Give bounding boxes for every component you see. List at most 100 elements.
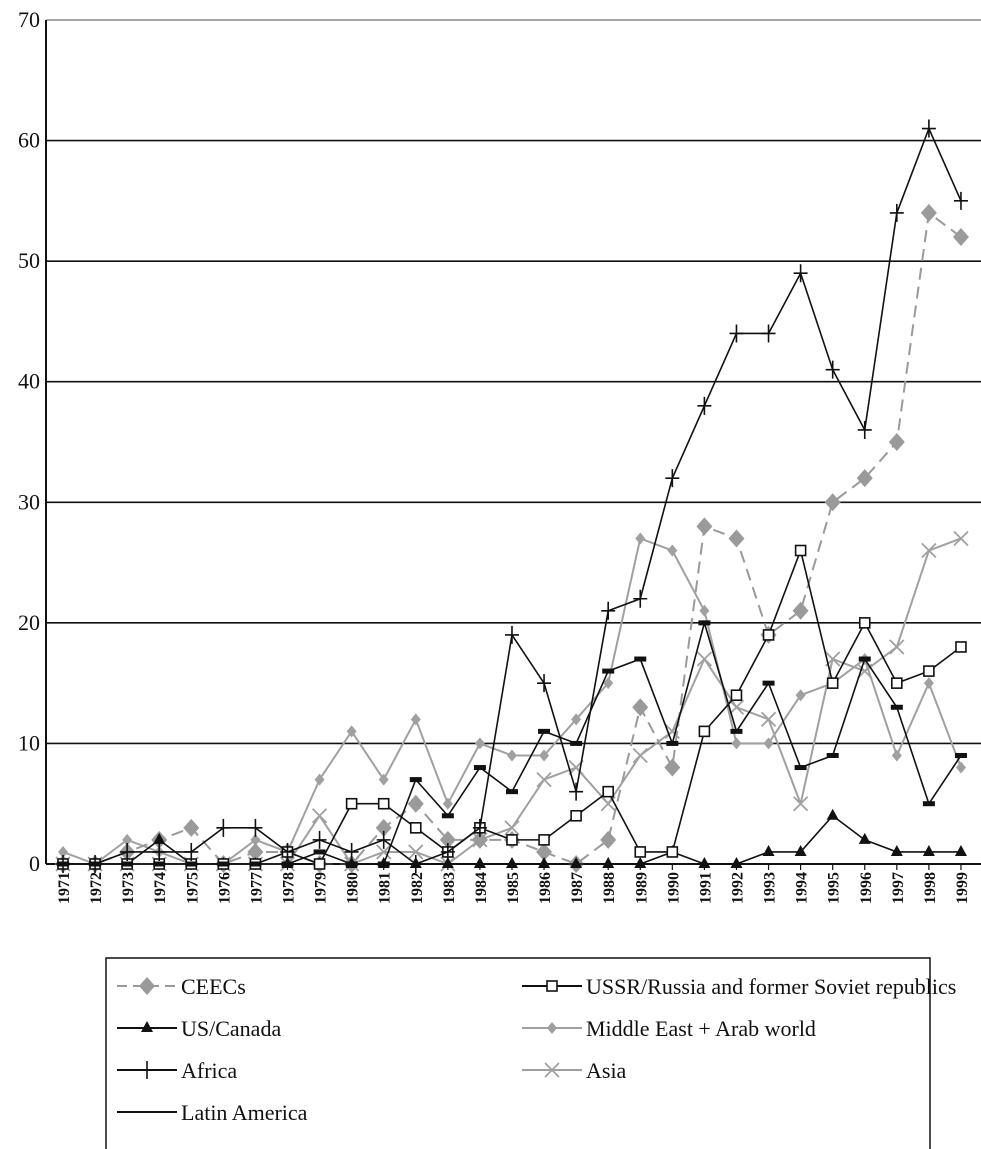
data-point — [762, 680, 775, 686]
data-point — [760, 711, 777, 727]
data-point — [153, 832, 166, 844]
x-tick-label: 1976 — [216, 872, 233, 904]
data-point — [247, 842, 264, 861]
data-point — [698, 725, 711, 738]
y-tick-label: 50 — [18, 248, 40, 273]
data-point — [763, 737, 774, 750]
legend-label: US/Canada — [181, 1016, 281, 1041]
data-point — [377, 861, 390, 867]
data-point — [699, 604, 710, 617]
data-point — [954, 752, 967, 758]
series-4 — [56, 119, 968, 873]
x-tick-label: 1999 — [954, 872, 971, 904]
data-point — [471, 830, 488, 849]
data-point — [216, 818, 231, 837]
series-line — [63, 211, 962, 865]
data-point — [955, 761, 966, 774]
y-tick-label: 10 — [18, 730, 40, 755]
data-point — [632, 747, 648, 764]
series-6 — [57, 620, 967, 867]
data-point — [441, 857, 454, 868]
data-point — [729, 324, 744, 343]
data-point — [409, 777, 422, 783]
data-point — [280, 842, 295, 861]
data-point — [536, 771, 552, 788]
data-point — [345, 861, 358, 867]
data-point — [602, 785, 614, 798]
data-point — [139, 977, 155, 995]
data-point — [666, 740, 679, 746]
data-point — [440, 842, 455, 861]
legend-box — [105, 957, 931, 1149]
data-point — [825, 360, 840, 379]
data-point — [409, 822, 422, 834]
data-point — [955, 641, 967, 653]
x-tick-label: 1998 — [922, 872, 939, 904]
data-point — [408, 855, 423, 873]
y-tick-label: 0 — [29, 851, 40, 876]
legend: CEECs USSR/Russia and former Soviet repub… — [105, 957, 956, 1149]
x-tick-labels: 1971 1972 1973 1974 1975 1976 1977 1978 1979 1980… — [56, 864, 971, 904]
series-0 — [55, 203, 969, 873]
data-point — [217, 861, 230, 867]
legend-item: Latin America — [117, 1100, 308, 1125]
data-point — [664, 758, 681, 777]
data-point — [536, 842, 553, 861]
data-point — [857, 420, 872, 439]
data-point — [152, 842, 167, 861]
data-point — [472, 818, 487, 837]
data-point — [378, 773, 389, 786]
x-tick-label: 1972 — [88, 872, 105, 904]
series-1 — [57, 544, 967, 870]
data-point — [120, 842, 135, 861]
data-point — [826, 808, 839, 820]
data-point — [634, 857, 647, 868]
data-point — [183, 818, 200, 837]
data-point — [311, 808, 328, 824]
x-tick-label: 1992 — [729, 872, 746, 904]
data-point — [344, 842, 359, 861]
data-point — [921, 542, 937, 559]
data-point — [153, 861, 166, 867]
y-tick-label: 20 — [18, 610, 40, 635]
data-point — [666, 846, 679, 858]
data-point — [408, 844, 424, 860]
data-point — [312, 830, 327, 849]
data-point — [345, 797, 358, 810]
y-tick-label: 60 — [18, 128, 40, 153]
data-point — [826, 752, 839, 758]
data-point — [665, 469, 680, 488]
data-point — [376, 830, 391, 849]
data-point — [505, 857, 518, 868]
data-point — [441, 813, 454, 819]
data-point — [570, 740, 583, 746]
x-tick-label: 1993 — [762, 872, 779, 904]
data-point — [538, 728, 551, 734]
x-tick-label: 1987 — [569, 872, 586, 904]
data-point — [314, 773, 325, 786]
data-point — [890, 844, 903, 856]
x-tick-label: 1982 — [409, 872, 426, 904]
data-point — [761, 324, 776, 343]
data-point — [696, 651, 713, 667]
data-point — [954, 844, 967, 856]
data-point — [600, 830, 617, 849]
data-point — [570, 857, 583, 868]
data-point — [88, 855, 103, 873]
data-point — [923, 665, 935, 677]
x-tick-label: 1985 — [505, 872, 522, 904]
legend-item: Africa — [117, 1058, 237, 1083]
data-point — [184, 842, 199, 861]
legend-item: US/Canada — [117, 1016, 281, 1041]
data-point — [407, 794, 424, 813]
data-point — [635, 532, 646, 545]
x-tick-label: 1984 — [473, 872, 490, 904]
legend-label: Asia — [586, 1058, 627, 1083]
data-point — [698, 857, 711, 868]
x-tick-label: 1986 — [537, 872, 554, 904]
data-point — [439, 830, 456, 849]
data-point — [923, 677, 934, 690]
y-tick-label: 70 — [18, 7, 40, 32]
data-point — [140, 1061, 154, 1079]
series-5 — [55, 530, 969, 872]
